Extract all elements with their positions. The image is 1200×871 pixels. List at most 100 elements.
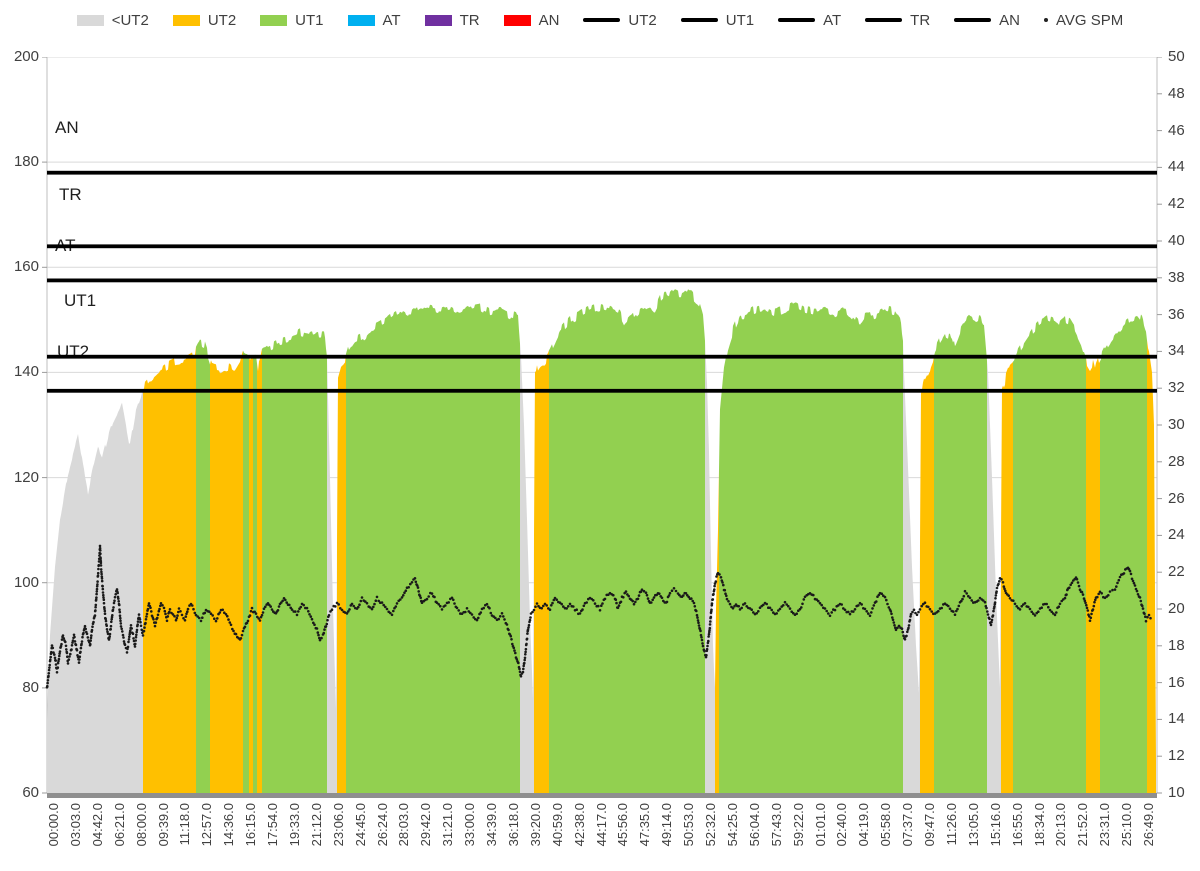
avg-spm-dot — [1135, 589, 1139, 593]
avg-spm-dot — [672, 587, 676, 590]
x-axis-tick-label: 44:17.0 — [593, 803, 609, 847]
avg-spm-dot — [812, 593, 815, 597]
avg-spm-dot — [138, 618, 142, 621]
avg-spm-dot — [512, 646, 516, 650]
avg-spm-dot — [660, 596, 664, 600]
avg-spm-dot — [700, 638, 704, 642]
avg-spm-dot — [340, 608, 344, 612]
avg-spm-dot — [382, 603, 386, 607]
avg-spm-dot — [670, 589, 674, 592]
avg-spm-dot — [706, 644, 709, 648]
avg-spm-dot — [598, 609, 602, 612]
avg-spm-dot — [548, 608, 552, 611]
avg-spm-dot — [1089, 616, 1093, 620]
x-axis-tick-label: 42:38.0 — [571, 803, 587, 847]
avg-spm-dot — [156, 613, 160, 617]
avg-spm-dot — [100, 572, 103, 576]
avg-spm-dot — [918, 608, 922, 611]
avg-spm-dot — [1118, 575, 1122, 579]
threshold-line-UT2 — [47, 388, 1157, 393]
avg-spm-dot — [634, 600, 637, 604]
avg-spm-dot — [109, 627, 112, 631]
avg-spm-dot — [135, 630, 138, 634]
avg-spm-dot — [439, 604, 442, 608]
avg-spm-dot — [551, 601, 554, 605]
avg-spm-dot — [1131, 579, 1135, 583]
avg-spm-dot — [994, 594, 998, 597]
avg-spm-dot — [290, 608, 294, 611]
avg-spm-dot — [133, 645, 137, 648]
avg-spm-dot — [154, 621, 158, 624]
avg-spm-dot — [66, 655, 69, 658]
avg-spm-dot — [54, 663, 58, 666]
avg-spm-dot — [707, 635, 710, 638]
avg-spm-dot — [68, 655, 71, 658]
avg-spm-dot — [168, 610, 171, 614]
avg-spm-dot — [1032, 612, 1035, 615]
avg-spm-dot — [372, 605, 375, 609]
avg-spm-dot — [216, 617, 219, 620]
avg-spm-dot — [112, 606, 115, 609]
avg-spm-dot — [1076, 581, 1080, 584]
avg-spm-dot — [80, 640, 84, 643]
avg-spm-dot — [875, 600, 878, 603]
legend-swatch-line-icon — [778, 18, 816, 22]
area-segment-orange-24 — [1086, 357, 1100, 793]
x-axis-tick-label: 04:42.0 — [89, 803, 105, 847]
avg-spm-dot — [545, 604, 548, 607]
avg-spm-dot — [997, 582, 1000, 586]
x-axis-tick-label: 21:12.0 — [308, 803, 324, 847]
avg-spm-dot — [1130, 577, 1134, 581]
x-axis-tick-label: 04:19.0 — [856, 803, 872, 847]
legend-label: AN — [538, 11, 560, 29]
avg-spm-dot — [171, 613, 175, 616]
avg-spm-dot — [55, 671, 59, 674]
avg-spm-dot — [350, 602, 354, 606]
avg-spm-dot — [425, 597, 429, 601]
avg-spm-dot — [427, 595, 431, 598]
legend-item-at: AT — [347, 12, 401, 29]
avg-spm-dot — [119, 622, 123, 625]
x-axis-tick-label: 11:26.0 — [943, 803, 959, 846]
avg-spm-dot — [711, 598, 715, 601]
avg-spm-series — [45, 544, 1152, 689]
avg-spm-dot — [762, 603, 765, 607]
avg-spm-dot — [691, 599, 694, 603]
legend-item-tr: TR — [424, 12, 480, 29]
avg-spm-dot — [118, 603, 121, 607]
x-axis-tick-label: 23:31.0 — [1097, 803, 1113, 847]
legend-label: TR — [910, 11, 931, 29]
avg-spm-dot — [982, 599, 985, 602]
x-axis-tick-label: 50:53.0 — [681, 803, 697, 847]
legend-item-ut2: UT2 — [583, 12, 657, 29]
x-axis-tick-label: 16:15.0 — [243, 803, 259, 847]
avg-spm-dot — [928, 607, 932, 611]
avg-spm-dot — [708, 629, 711, 632]
avg-spm-dot — [420, 601, 424, 604]
legend-swatch-line-icon — [680, 18, 718, 22]
x-axis-tick-label: 26:49.0 — [1141, 803, 1156, 847]
avg-spm-dot — [1068, 586, 1071, 589]
legend-item-ut1: UT1 — [260, 12, 324, 29]
x-axis-tick-label: 31:21.0 — [440, 803, 456, 847]
legend-swatch-fill-icon — [76, 14, 104, 26]
avg-spm-dot — [652, 596, 656, 599]
right-axis-tick-label: 48 — [1168, 84, 1185, 102]
avg-spm-dot — [1028, 607, 1032, 611]
avg-spm-dot — [601, 602, 604, 605]
avg-spm-dot — [52, 651, 55, 654]
avg-spm-dot — [603, 597, 607, 601]
avg-spm-dot — [389, 611, 392, 615]
area-segment-green-23 — [1013, 315, 1086, 793]
avg-spm-dot — [953, 613, 957, 616]
avg-spm-dot — [218, 611, 222, 614]
avg-spm-dot — [364, 600, 367, 603]
right-axis-tick-label: 16 — [1168, 673, 1185, 691]
avg-spm-dot — [1065, 593, 1068, 596]
avg-spm-dot — [297, 610, 300, 613]
avg-spm-dot — [552, 598, 556, 602]
avg-spm-dot — [127, 640, 130, 644]
avg-spm-dot — [404, 589, 408, 592]
avg-spm-dot — [264, 605, 267, 609]
avg-spm-dot — [782, 604, 785, 607]
